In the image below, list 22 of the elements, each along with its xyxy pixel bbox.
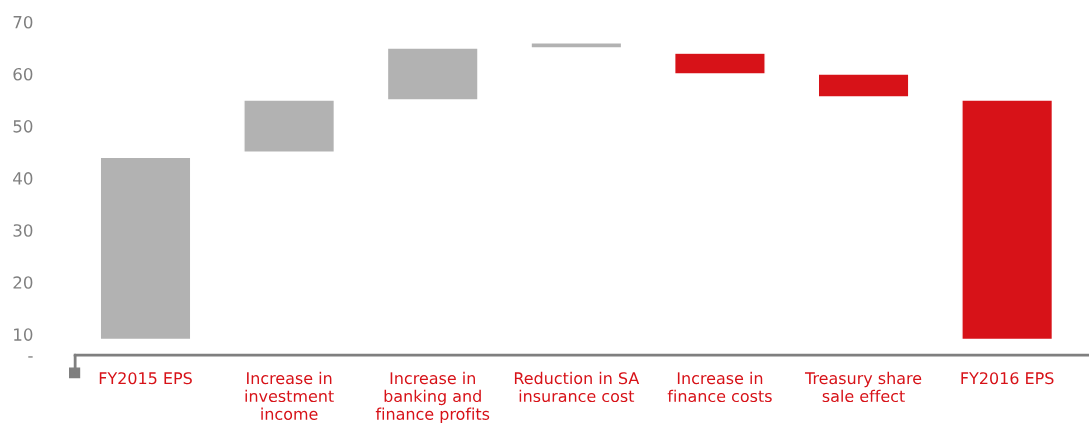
x-tick-label: Increase in finance costs xyxy=(667,371,772,403)
bar xyxy=(674,52,766,75)
y-tick-label: 60 xyxy=(13,67,33,81)
x-tick-label: Increase in investment income xyxy=(245,371,334,420)
bar xyxy=(243,99,336,153)
x-tick-label: Reduction in SA insurance cost xyxy=(514,371,640,403)
y-tick-label: 10 xyxy=(14,328,33,341)
y-tick-label: - xyxy=(28,356,33,358)
y-tick-label: 50 xyxy=(13,120,33,133)
x-tick-label: FY2015 EPS xyxy=(99,372,192,385)
y-tick-label: 70 xyxy=(13,15,33,29)
bar xyxy=(99,156,192,341)
y-tick-label: 30 xyxy=(13,224,33,237)
x-tick-label: FY2016 EPS xyxy=(961,372,1054,385)
x-tick-label: Increase in banking and finance profits xyxy=(375,371,490,424)
bar xyxy=(961,99,1054,341)
bar xyxy=(817,73,910,98)
y-tick-label: 20 xyxy=(13,276,33,289)
y-tick-label: 40 xyxy=(13,172,33,185)
bar xyxy=(530,42,623,49)
x-tick-label: Treasury share sale effect xyxy=(804,371,922,403)
bar xyxy=(386,47,479,101)
